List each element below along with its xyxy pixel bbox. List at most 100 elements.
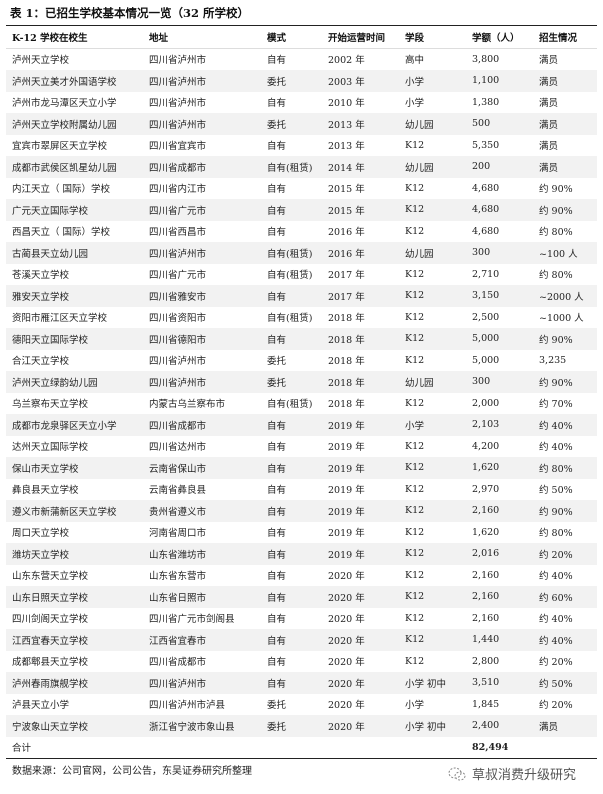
enrollment-cell: 约 40% bbox=[539, 442, 573, 454]
mode-cell: 自有 bbox=[267, 184, 287, 196]
table-row: 彝良县天立学校 云南省彝良县 自有 2019 年 K12 2,970 约 50% bbox=[6, 479, 597, 501]
school-name-cell: 保山市天立学校 bbox=[12, 463, 79, 475]
start-year-cell: 2020 年 bbox=[328, 721, 365, 733]
capacity-cell: 4,680 bbox=[472, 182, 500, 194]
start-year-cell: 2019 年 bbox=[328, 485, 365, 497]
stage-cell: K12 bbox=[405, 548, 425, 560]
capacity-cell: 2,160 bbox=[472, 612, 500, 624]
capacity-cell: 1,620 bbox=[472, 462, 500, 474]
school-name-cell: 泸州春雨旗舰学校 bbox=[12, 678, 89, 690]
mode-cell: 自有 bbox=[267, 291, 287, 303]
start-year-cell: 2020 年 bbox=[328, 678, 365, 690]
table-row: 雅安天立学校 四川省雅安市 自有 2017 年 K12 3,150 ~2000 人 bbox=[6, 285, 597, 307]
address-cell: 山东省潍坊市 bbox=[149, 549, 207, 561]
column-header: 地址 bbox=[149, 32, 169, 44]
start-year-cell: 2013 年 bbox=[328, 141, 365, 153]
stage-cell: K12 bbox=[405, 634, 425, 646]
enrollment-cell: 约 40% bbox=[539, 420, 573, 432]
capacity-cell: 1,620 bbox=[472, 526, 500, 538]
school-name-cell: 成都郫县天立学校 bbox=[12, 657, 89, 669]
mode-cell: 自有 bbox=[267, 227, 287, 239]
mode-cell: 自有 bbox=[267, 98, 287, 110]
address-cell: 四川省泸州市 bbox=[149, 356, 207, 368]
start-year-cell: 2017 年 bbox=[328, 291, 365, 303]
mode-cell: 自有 bbox=[267, 549, 287, 561]
stage-cell: 幼儿园 bbox=[405, 377, 434, 389]
stage-cell: K12 bbox=[405, 440, 425, 452]
school-name-cell: 泸州市龙马潭区天立小学 bbox=[12, 98, 117, 110]
school-name-cell: 宜宾市翠屏区天立学校 bbox=[12, 141, 108, 153]
table-row: 广元天立国际学校 四川省广元市 自有 2015 年 K12 4,680 约 90% bbox=[6, 199, 597, 221]
capacity-cell: 5,350 bbox=[472, 139, 500, 151]
enrollment-cell: 约 90% bbox=[539, 377, 573, 389]
capacity-cell: 2,103 bbox=[472, 419, 500, 431]
empty-cell bbox=[322, 737, 399, 759]
address-cell: 四川省达州市 bbox=[149, 442, 207, 454]
table-row: 成都市武侯区凯星幼儿园 四川省成都市 自有(租赁) 2014 年 幼儿园 200 满员 bbox=[6, 156, 597, 178]
start-year-cell: 2018 年 bbox=[328, 313, 365, 325]
start-year-cell: 2015 年 bbox=[328, 205, 365, 217]
stage-cell: K12 bbox=[405, 290, 425, 302]
school-name-cell: 达州天立国际学校 bbox=[12, 442, 89, 454]
mode-cell: 委托 bbox=[267, 721, 287, 733]
address-cell: 云南省彝良县 bbox=[149, 485, 207, 497]
mode-cell: 自有 bbox=[267, 635, 287, 647]
start-year-cell: 2018 年 bbox=[328, 356, 365, 368]
start-year-cell: 2020 年 bbox=[328, 700, 365, 712]
enrollment-cell: 约 90% bbox=[539, 205, 573, 217]
address-cell: 贵州省遵义市 bbox=[149, 506, 207, 518]
stage-cell: 幼儿园 bbox=[405, 248, 434, 260]
school-name-cell: 四川剑阁天立学校 bbox=[12, 614, 89, 626]
mode-cell: 自有 bbox=[267, 205, 287, 217]
mode-cell: 委托 bbox=[267, 119, 287, 131]
start-year-cell: 2003 年 bbox=[328, 76, 365, 88]
enrollment-cell: 约 20% bbox=[539, 657, 573, 669]
empty-cell bbox=[399, 737, 466, 759]
stage-cell: K12 bbox=[405, 204, 425, 216]
start-year-cell: 2018 年 bbox=[328, 399, 365, 411]
table-row: 山东日照天立学校 山东省日照市 自有 2020 年 K12 2,160 约 60% bbox=[6, 586, 597, 608]
table-row: 江西宜春天立学校 江西省宜春市 自有 2020 年 K12 1,440 约 40% bbox=[6, 629, 597, 651]
enrollment-cell: 满员 bbox=[539, 76, 559, 88]
capacity-cell: 4,680 bbox=[472, 225, 500, 237]
mode-cell: 自有 bbox=[267, 678, 287, 690]
enrollment-cell: 约 80% bbox=[539, 227, 573, 239]
mode-cell: 自有(租赁) bbox=[267, 270, 313, 282]
school-name-cell: 遵义市新蒲新区天立学校 bbox=[12, 506, 117, 518]
enrollment-cell: 约 50% bbox=[539, 678, 573, 690]
school-name-cell: 苍溪天立学校 bbox=[12, 270, 70, 282]
start-year-cell: 2014 年 bbox=[328, 162, 365, 174]
mode-cell: 自有 bbox=[267, 485, 287, 497]
stage-cell: K12 bbox=[405, 526, 425, 538]
stage-cell: 小学 bbox=[405, 420, 425, 432]
stage-cell: 幼儿园 bbox=[405, 119, 434, 131]
school-name-cell: 宁波象山天立学校 bbox=[12, 721, 89, 733]
address-cell: 四川省泸州市 bbox=[149, 119, 207, 131]
enrollment-cell: 满员 bbox=[539, 98, 559, 110]
stage-cell: 小学 bbox=[405, 76, 425, 88]
wechat-icon bbox=[448, 767, 466, 780]
column-header: 招生情况 bbox=[539, 32, 578, 44]
start-year-cell: 2020 年 bbox=[328, 614, 365, 626]
school-name-cell: 泸州天立绿韵幼儿园 bbox=[12, 377, 98, 389]
enrollment-cell: 满员 bbox=[539, 141, 559, 153]
mode-cell: 自有 bbox=[267, 420, 287, 432]
table-row: 泸州天立美才外国语学校 四川省泸州市 委托 2003 年 小学 1,100 满员 bbox=[6, 70, 597, 92]
school-name-cell: 德阳天立国际学校 bbox=[12, 334, 89, 346]
table-row: 宜宾市翠屏区天立学校 四川省宜宾市 自有 2013 年 K12 5,350 满员 bbox=[6, 135, 597, 157]
school-name-cell: 泸县天立小学 bbox=[12, 700, 70, 712]
capacity-cell: 3,800 bbox=[472, 53, 500, 65]
start-year-cell: 2019 年 bbox=[328, 420, 365, 432]
table-row: 泸州天立学校 四川省泸州市 自有 2002 年 高中 3,800 满员 bbox=[6, 48, 597, 70]
school-name-cell: 泸州天立学校 bbox=[12, 55, 70, 67]
school-name-cell: 合江天立学校 bbox=[12, 356, 70, 368]
mode-cell: 自有 bbox=[267, 571, 287, 583]
stage-cell: 幼儿园 bbox=[405, 162, 434, 174]
capacity-cell: 500 bbox=[472, 118, 491, 130]
enrollment-cell: ~100 人 bbox=[539, 248, 578, 260]
start-year-cell: 2019 年 bbox=[328, 463, 365, 475]
total-amount: 82,494 bbox=[472, 741, 509, 753]
mode-cell: 自有(租赁) bbox=[267, 313, 313, 325]
enrollment-cell: 约 80% bbox=[539, 270, 573, 282]
address-cell: 江西省宜春市 bbox=[149, 635, 207, 647]
